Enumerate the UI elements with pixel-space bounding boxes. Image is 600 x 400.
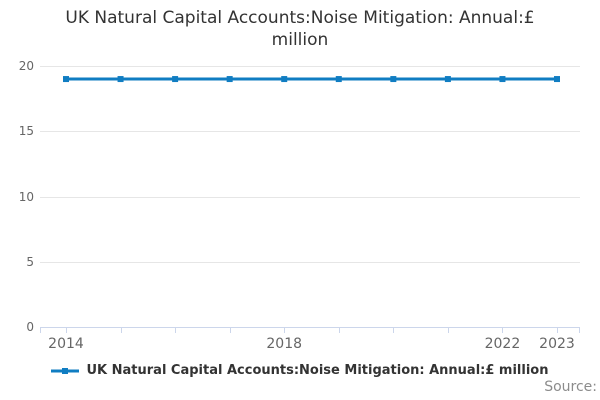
chart-title-line2: million — [271, 30, 329, 50]
data-point-marker[interactable] — [554, 76, 560, 83]
data-point-marker[interactable] — [335, 76, 342, 83]
data-point-marker[interactable] — [390, 76, 397, 83]
x-tick-label: 2022 — [485, 336, 521, 352]
legend-label: UK Natural Capital Accounts:Noise Mitiga… — [86, 363, 549, 378]
chart-title: UK Natural Capital Accounts:Noise Mitiga… — [0, 7, 600, 51]
y-tick-label: 0 — [26, 320, 34, 334]
y-tick-label: 15 — [19, 124, 34, 138]
data-point-marker[interactable] — [172, 76, 179, 83]
y-tick-label: 20 — [19, 59, 34, 73]
data-point-marker[interactable] — [499, 76, 506, 83]
legend-symbol-marker — [62, 367, 69, 374]
y-tick-label: 5 — [26, 255, 34, 269]
x-tick-label: 2014 — [48, 336, 84, 352]
data-point-marker[interactable] — [281, 76, 288, 83]
legend-line-marker-icon — [51, 367, 80, 374]
data-point-marker[interactable] — [226, 76, 233, 83]
source-label: Source: — [544, 379, 597, 395]
legend-item[interactable]: UK Natural Capital Accounts:Noise Mitiga… — [0, 363, 600, 378]
y-tick-label: 10 — [19, 190, 34, 204]
data-point-marker[interactable] — [444, 76, 451, 83]
x-tick-label: 2018 — [266, 336, 302, 352]
data-point-marker[interactable] — [117, 76, 124, 83]
chart-title-line1: UK Natural Capital Accounts:Noise Mitiga… — [65, 8, 535, 28]
data-point-marker[interactable] — [63, 76, 69, 83]
x-tick-label: 2023 — [539, 336, 575, 352]
